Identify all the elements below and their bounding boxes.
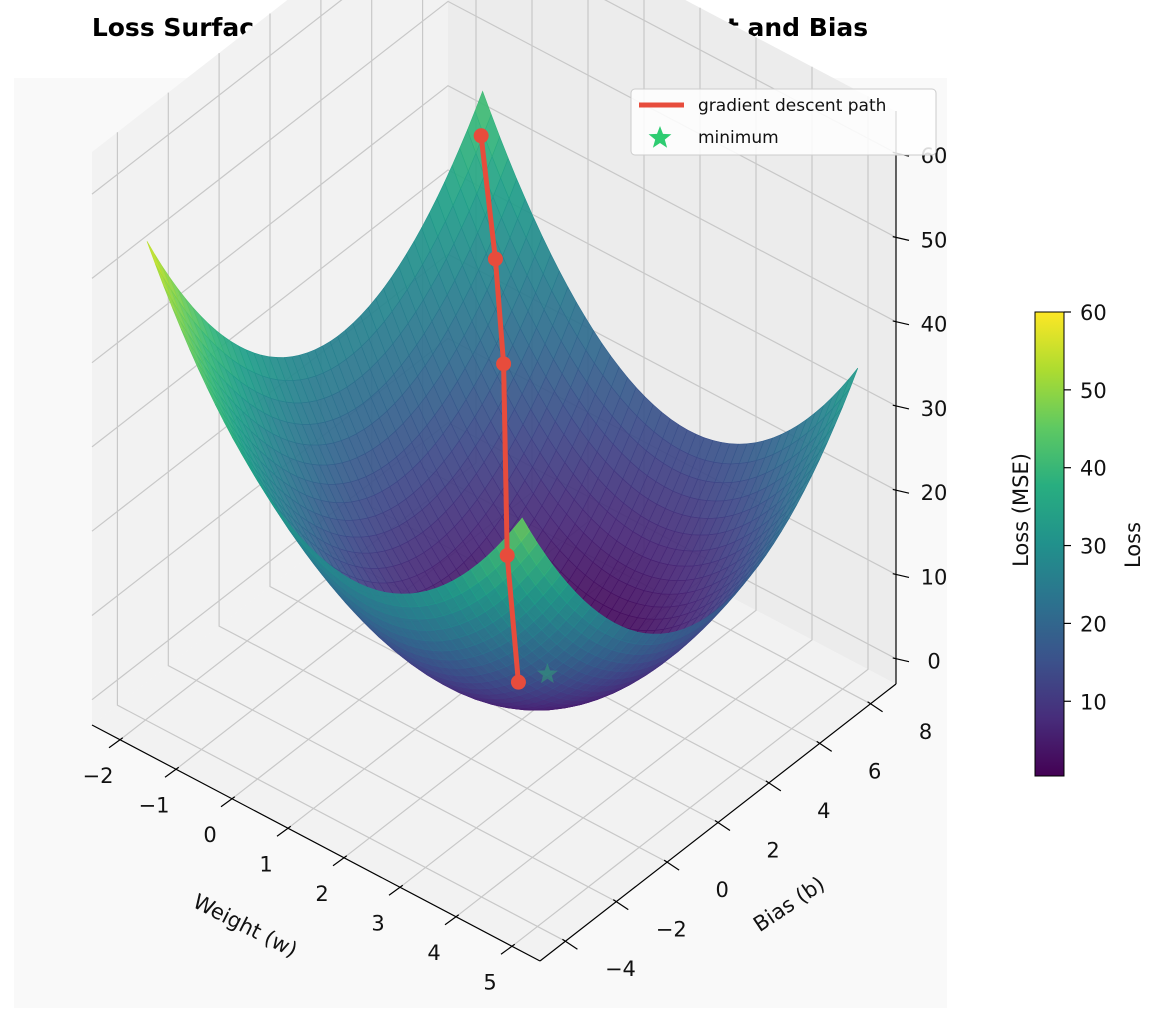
z-axis-label: Loss (MSE)	[1009, 453, 1033, 567]
y-gridline	[218, 53, 668, 863]
x-tick-mark	[276, 825, 292, 837]
descent-path-point	[510, 674, 526, 690]
y-tick-mark	[714, 820, 731, 831]
colorbar: 10 20 30 40 50 60 Loss	[1034, 301, 1145, 777]
z-tick-label: 40	[921, 313, 948, 337]
y-tick-mark	[612, 899, 629, 911]
y-tick-mark	[562, 938, 578, 950]
z-tick-label: 20	[921, 481, 948, 505]
x-tick-mark	[388, 884, 404, 896]
z-tick-mark	[892, 573, 910, 579]
x-tick-mark	[108, 737, 124, 749]
y-tick-mark	[816, 740, 833, 752]
z-gridline	[91, 0, 897, 279]
descent-path-point	[499, 547, 515, 563]
z-tick-label: 50	[921, 228, 948, 252]
minimum-star-marker	[537, 663, 558, 684]
gradient-descent-path	[473, 128, 558, 690]
x-tick-label: 0	[203, 823, 216, 847]
y-tick-mark	[867, 701, 883, 713]
y-tick-label: −2	[656, 918, 687, 942]
legend-label-minimum: minimum	[698, 128, 779, 148]
x-axis-line	[91, 724, 541, 962]
x-tick-label: −2	[83, 764, 114, 788]
x-tick-mark	[332, 855, 348, 867]
z-tick-mark	[892, 404, 910, 410]
colorbar-tick-label: 10	[1080, 690, 1107, 714]
y-tick-label: −4	[605, 957, 636, 981]
y-gridline	[116, 132, 566, 942]
colorbar-label: Loss	[1121, 522, 1145, 568]
x-tick-mark	[220, 796, 236, 808]
y-tick-label: 4	[817, 799, 830, 823]
x-gridline	[511, 96, 869, 947]
colorbar-tick-label: 20	[1080, 612, 1107, 636]
z-tick-mark	[892, 657, 910, 663]
colorbar-tick-label: 60	[1080, 301, 1107, 325]
y-tick-label: 6	[868, 759, 881, 783]
x-tick-label: 2	[315, 882, 328, 906]
z-gridline	[91, 84, 897, 364]
loss-surface	[146, 90, 859, 711]
z-tick-mark	[892, 488, 910, 494]
x-tick-label: 3	[371, 911, 384, 935]
legend-star-icon	[648, 126, 672, 148]
x-tick-mark	[444, 914, 460, 926]
z-tick-label: 30	[921, 397, 948, 421]
descent-path-point	[487, 251, 503, 267]
colorbar-tick-label: 50	[1080, 379, 1107, 403]
legend-box	[630, 88, 937, 156]
x-tick-label: 1	[259, 852, 272, 876]
y-tick-label: 8	[919, 720, 932, 744]
z-tick-mark	[892, 320, 910, 326]
y-tick-mark	[765, 780, 782, 792]
y-tick-label: 0	[715, 878, 728, 902]
surface-patch	[513, 517, 531, 542]
x-gridline	[399, 37, 757, 888]
descent-path-point	[473, 128, 489, 144]
y-tick-mark	[663, 859, 680, 871]
x-tick-mark	[500, 943, 516, 955]
x-tick-label: 4	[427, 941, 440, 965]
legend-label-path: gradient descent path	[698, 96, 886, 116]
x-gridline	[455, 66, 813, 918]
x-tick-label: 5	[483, 970, 496, 994]
colorbar-tick-label: 40	[1080, 457, 1107, 481]
y-gridline	[269, 13, 719, 824]
legend: gradient descent path minimum	[630, 88, 937, 156]
x-tick-mark	[164, 766, 180, 778]
colorbar-gradient	[1034, 311, 1065, 777]
descent-path-point	[496, 356, 512, 372]
z-gridline	[91, 0, 897, 195]
y-tick-label: 2	[766, 839, 779, 863]
colorbar-tick-label: 30	[1080, 535, 1107, 559]
z-tick-label: 10	[921, 565, 948, 589]
x-tick-label: −1	[139, 793, 170, 817]
z-tick-mark	[892, 236, 910, 241]
z-tick-label: 0	[927, 650, 940, 674]
